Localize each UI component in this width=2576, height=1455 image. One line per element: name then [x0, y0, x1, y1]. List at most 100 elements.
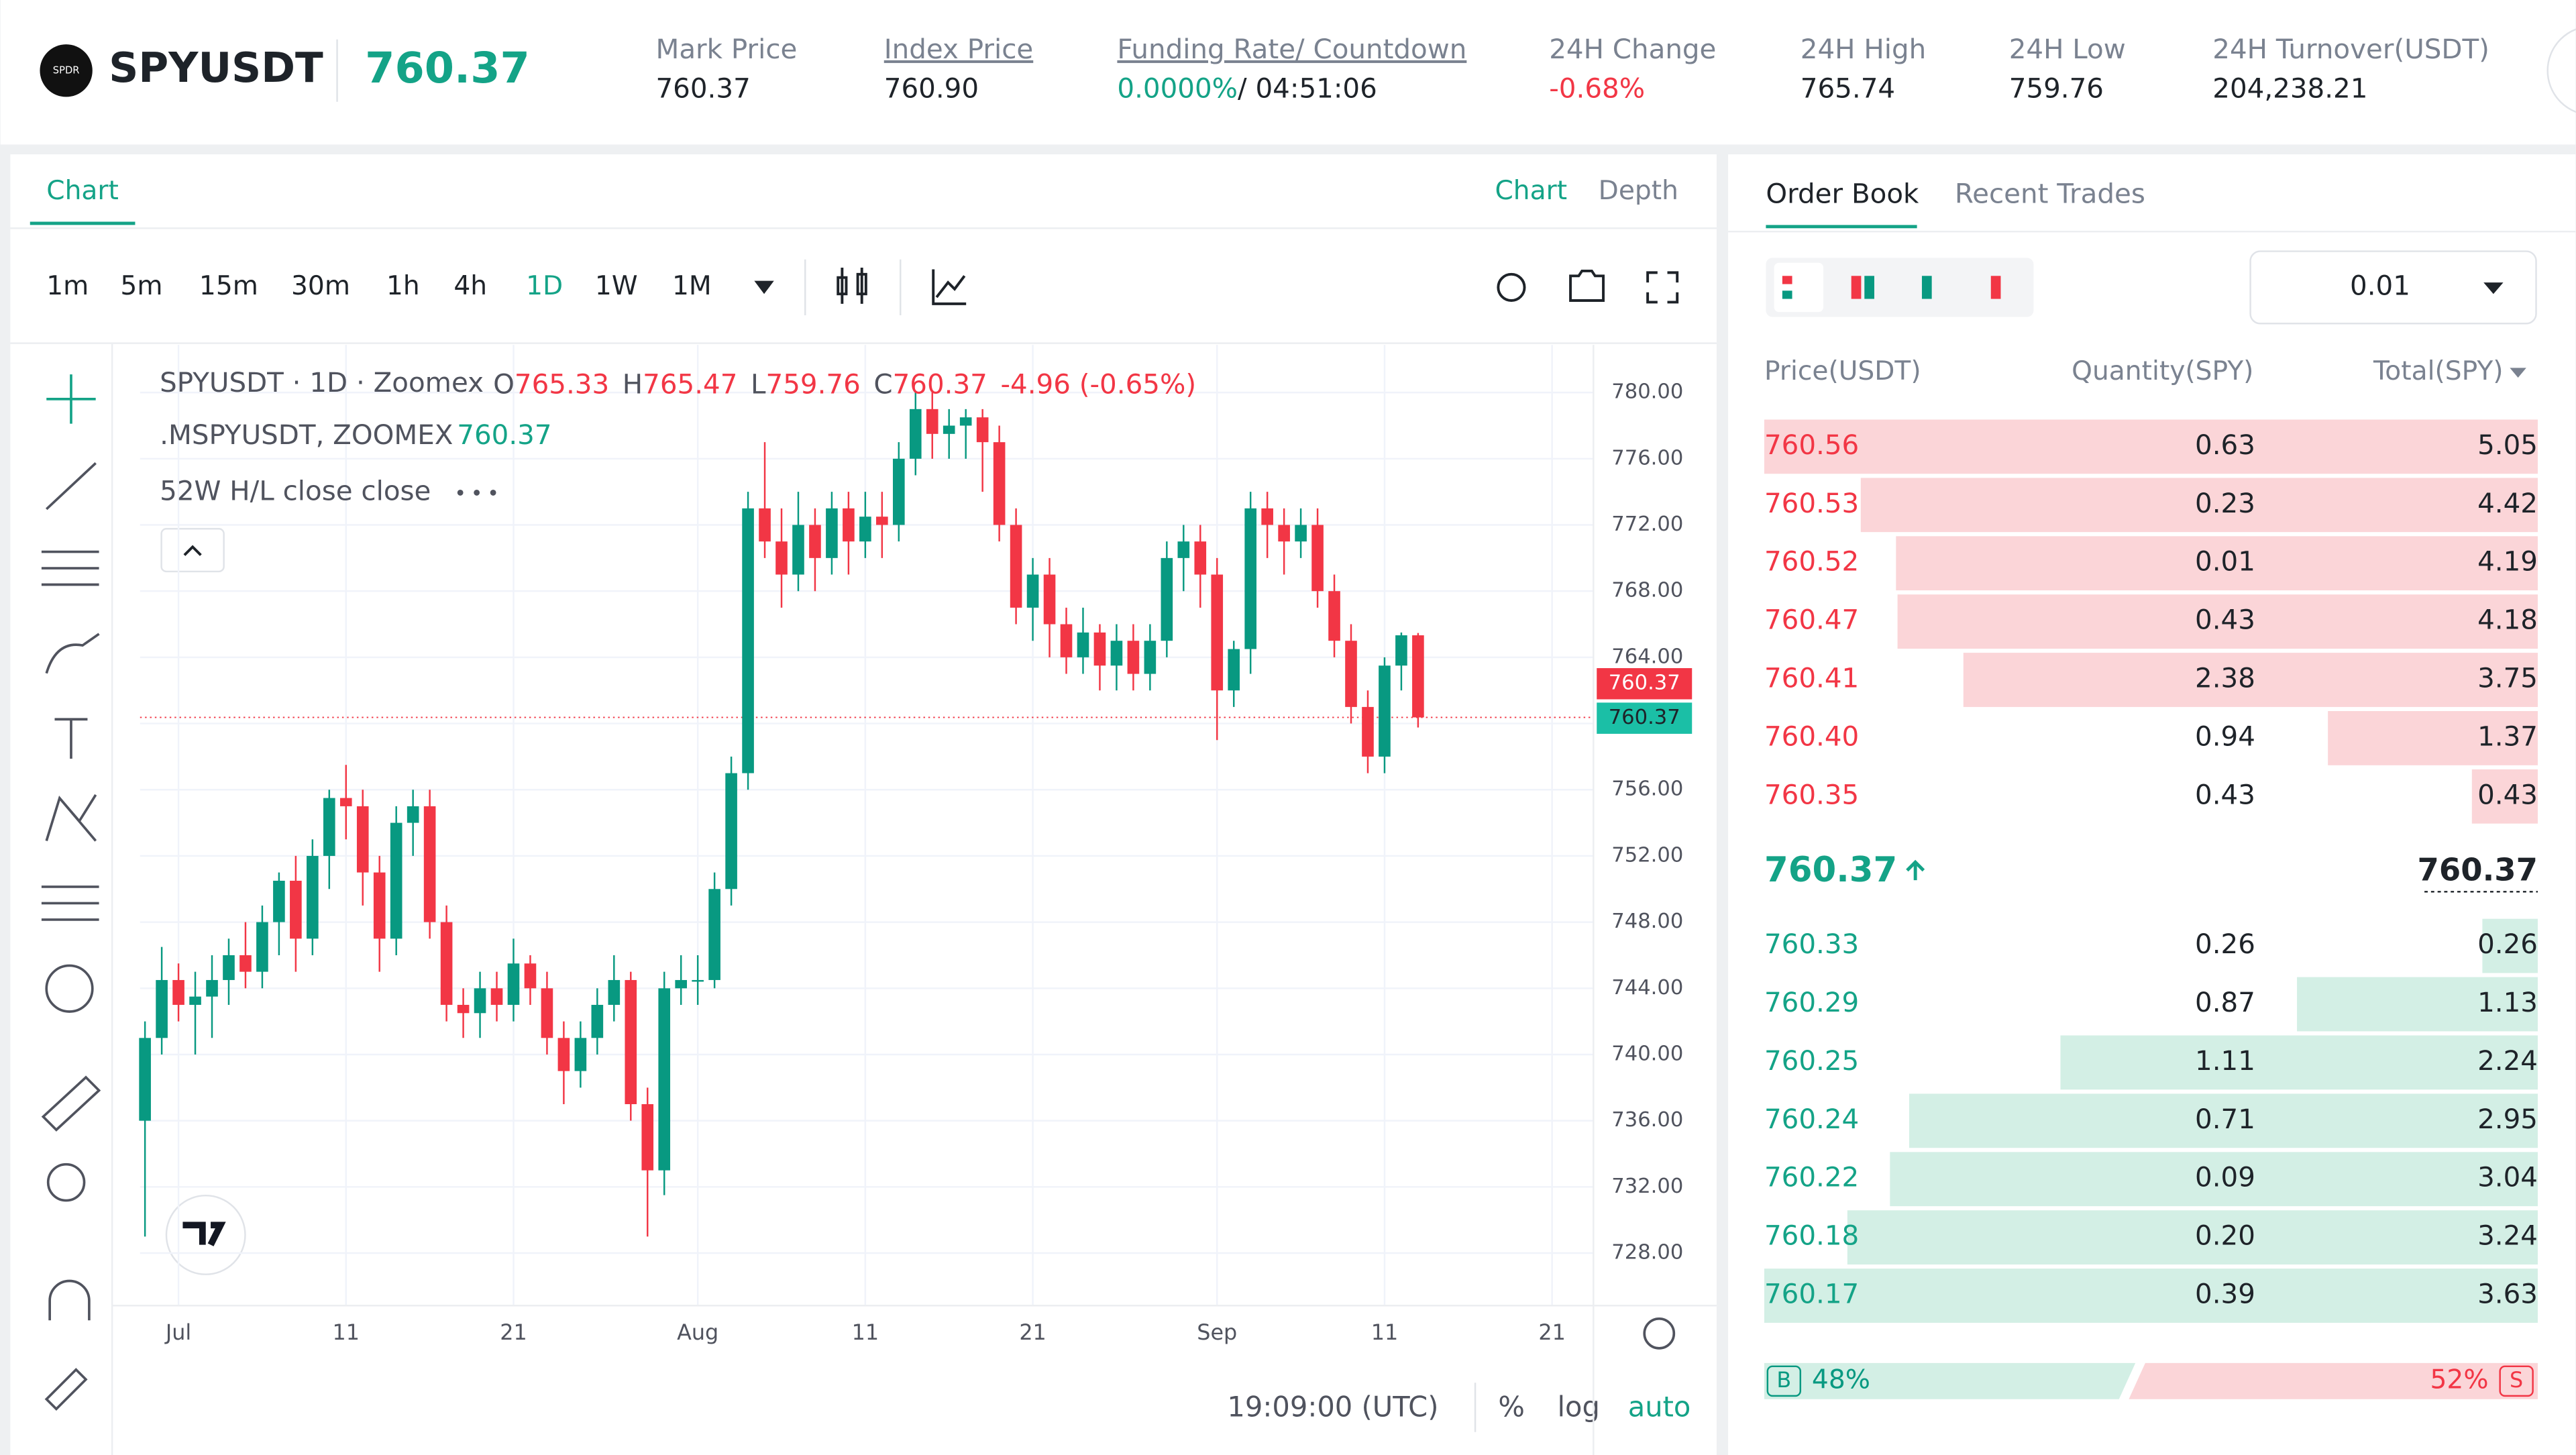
candle-body [139, 1038, 151, 1121]
precision-select[interactable] [2249, 250, 2537, 325]
round-button[interactable] [2546, 26, 2576, 115]
view-tab[interactable]: Chart [1495, 176, 1567, 206]
price: 760.40 [1764, 720, 1859, 752]
pattern-tool[interactable] [45, 794, 97, 842]
last-label: 760.37 [1609, 671, 1680, 695]
chart-tab[interactable]: Chart [46, 176, 119, 206]
stat-extra: / 04:51:06 [1238, 73, 1377, 105]
candle-body [759, 508, 771, 542]
sell-ratio: 52% [2430, 1364, 2489, 1395]
candle-body [1244, 508, 1256, 649]
x-tick-label: 11 [852, 1319, 879, 1345]
y-tick-label: 768.00 [1611, 579, 1683, 602]
price: 760.17 [1764, 1279, 1859, 1310]
interval[interactable]: 5m [120, 271, 162, 301]
stat-number: -0.68% [1549, 73, 1645, 105]
candle-body [172, 979, 184, 1005]
fib-tool[interactable] [41, 550, 99, 586]
buy-ratio-bar [1764, 1362, 2136, 1399]
interval[interactable]: 15m [199, 271, 258, 301]
depth-bar [2482, 918, 2538, 973]
mark-label-bg [1597, 702, 1693, 734]
qty: 0.09 [2195, 1162, 2255, 1193]
prediction-tool[interactable] [41, 885, 99, 921]
stat-label: Funding Rate/ Countdown [1117, 34, 1466, 65]
zoom-tool[interactable] [46, 1163, 86, 1202]
stat-number: 765.74 [1801, 73, 1895, 105]
brush-tool[interactable] [45, 633, 100, 674]
collapse-button[interactable] [160, 528, 225, 573]
candle-body [641, 1103, 654, 1171]
candle-body [541, 988, 553, 1038]
qty: 0.01 [2195, 546, 2255, 578]
candle-body [843, 508, 855, 542]
ob-tab[interactable]: Recent Trades [1955, 178, 2145, 209]
depth-bar [1896, 536, 2538, 591]
symbol[interactable]: SPYUSDT [109, 44, 323, 92]
candle-body [189, 996, 201, 1005]
more-intervals[interactable] [754, 280, 774, 294]
scale-button[interactable]: auto [1628, 1390, 1691, 1423]
magnet-tool[interactable] [48, 1279, 91, 1321]
lock-tool[interactable] [44, 1368, 88, 1411]
scale-button[interactable]: % [1498, 1390, 1525, 1423]
legend-ohlc: O765.33 H765.47 L759.76 C760.37 -4.96 (-0.65… [493, 368, 1196, 400]
interval[interactable]: 1m [46, 271, 89, 301]
stat-label: 24H Low [2009, 34, 2126, 65]
ob-tab[interactable]: Order Book [1766, 178, 1919, 209]
y-tick-label: 748.00 [1611, 910, 1683, 933]
interval[interactable]: 30m [291, 271, 350, 301]
candle-body [1412, 635, 1424, 718]
candle-body [373, 872, 386, 939]
line-tool[interactable] [45, 462, 97, 510]
candle-body [692, 979, 704, 982]
ruler-tool[interactable] [41, 1075, 101, 1132]
candle-body [591, 1004, 604, 1038]
x-tick-label: 21 [1538, 1319, 1565, 1345]
candle-body [742, 508, 754, 773]
total: 1.37 [2477, 720, 2538, 752]
x-tick-label: 11 [1371, 1319, 1398, 1345]
candle-body [725, 773, 737, 890]
cross-tool[interactable] [46, 374, 96, 424]
ohlc-value: 765.47 [643, 368, 737, 400]
qty: 0.20 [2195, 1220, 2255, 1252]
qty: 0.43 [2195, 779, 2255, 810]
axis-settings[interactable] [1643, 1317, 1676, 1350]
camera-icon[interactable] [1569, 269, 1605, 302]
dot [490, 490, 496, 496]
candle-body [1395, 635, 1407, 666]
candle-body [876, 517, 888, 525]
view-both[interactable] [1774, 262, 1824, 313]
candle-body [792, 525, 804, 575]
total: 2.24 [2477, 1045, 2538, 1077]
candle-body [1026, 574, 1039, 608]
settings-icon[interactable] [1497, 272, 1526, 302]
stat-value: 760.37 [655, 73, 750, 105]
candle-body [976, 417, 989, 443]
candle-body [658, 988, 671, 1171]
interval[interactable]: 1D [526, 271, 563, 301]
y-tick-label: 780.00 [1611, 380, 1683, 404]
indicator-icon[interactable] [932, 269, 967, 305]
mark-value: 760.37 [457, 419, 551, 451]
interval[interactable]: 4h [453, 271, 487, 301]
total: 5.05 [2477, 429, 2538, 461]
interval[interactable]: 1W [595, 271, 638, 301]
y-tick-label: 752.00 [1611, 843, 1683, 867]
buy-badge [1766, 1365, 1802, 1397]
candle-body [1043, 574, 1056, 625]
candle-body [474, 988, 486, 1014]
text-tool[interactable] [54, 718, 88, 759]
dot [457, 490, 464, 496]
interval[interactable]: 1M [672, 271, 712, 301]
emoji-tool[interactable] [45, 964, 94, 1013]
candle-body [1177, 541, 1190, 558]
view-tab[interactable]: Depth [1599, 176, 1678, 206]
legend-symbol: SPYUSDT · 1D · Zoomex [160, 367, 484, 398]
depth-bar [1847, 1210, 2538, 1265]
interval[interactable]: 1h [386, 271, 420, 301]
fullscreen-icon[interactable] [1646, 271, 1679, 304]
candle-type-icon[interactable] [837, 268, 867, 304]
